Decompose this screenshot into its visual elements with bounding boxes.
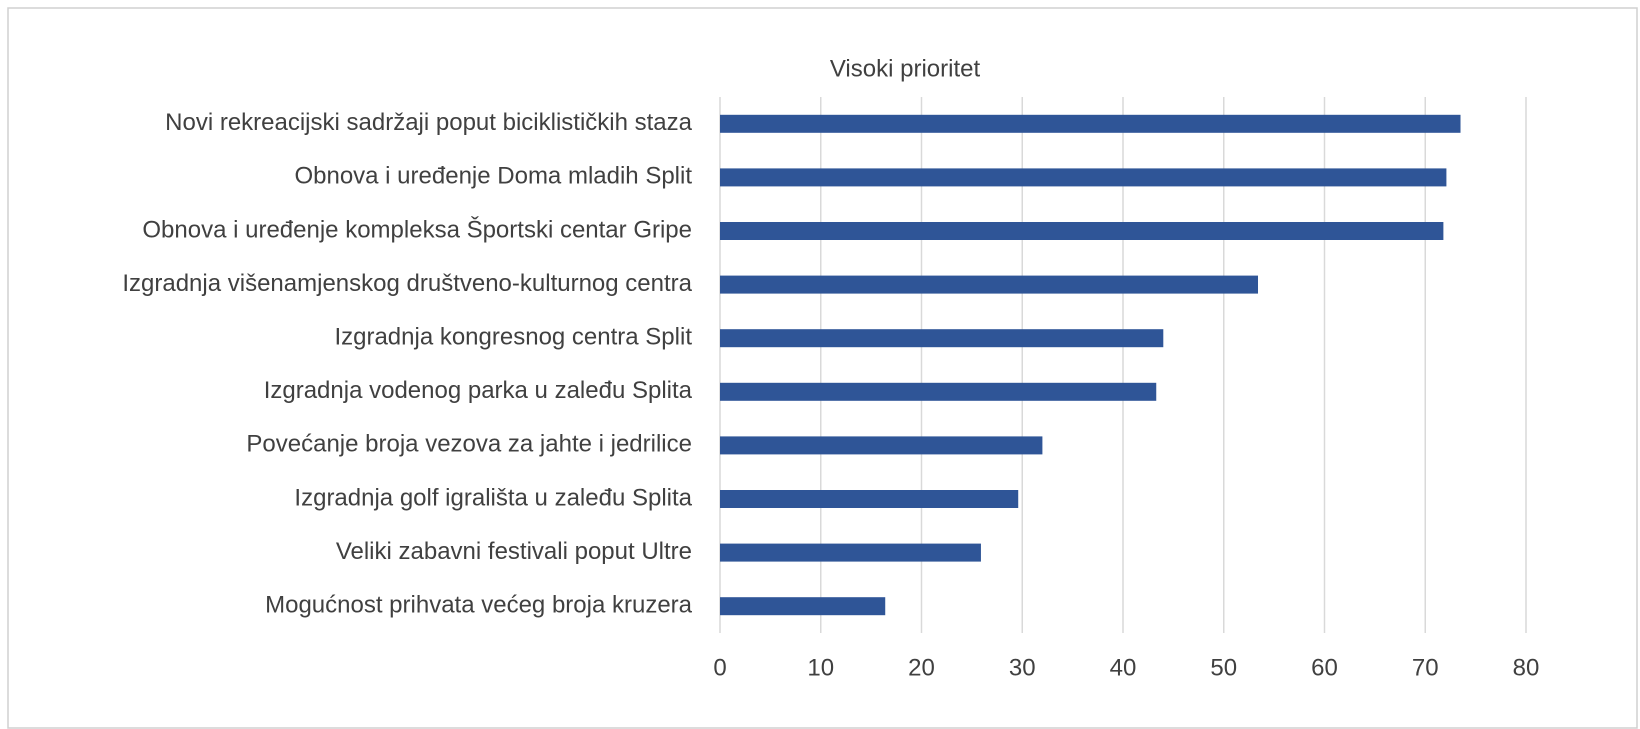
y-tick-label: Mogućnost prihvata većeg broja kruzera bbox=[265, 592, 693, 619]
x-tick-label: 60 bbox=[1311, 654, 1338, 681]
bar bbox=[720, 275, 1259, 294]
bar bbox=[720, 222, 1444, 240]
bar bbox=[720, 382, 1157, 401]
x-tick-label: 0 bbox=[713, 654, 726, 681]
x-tick-label: 20 bbox=[908, 654, 935, 681]
x-tick-label: 40 bbox=[1110, 654, 1137, 681]
bar bbox=[720, 490, 1019, 508]
y-tick-label: Izgradnja golf igrališta u zaleđu Splita bbox=[294, 484, 692, 511]
chart-title: Visoki prioritet bbox=[830, 55, 981, 82]
x-tick-label: 50 bbox=[1210, 654, 1237, 681]
bar bbox=[720, 329, 1164, 348]
y-tick-label: Veliki zabavni festivali poput Ultre bbox=[336, 538, 692, 565]
y-tick-label: Izgradnja višenamjenskog društveno-kultu… bbox=[122, 270, 692, 297]
y-tick-label: Obnova i uređenje kompleksa Športski cen… bbox=[142, 215, 692, 243]
y-tick-label: Povećanje broja vezova za jahte i jedril… bbox=[246, 431, 692, 458]
bar bbox=[720, 597, 886, 616]
x-tick-label: 70 bbox=[1412, 654, 1439, 681]
bar bbox=[720, 114, 1461, 133]
y-tick-label: Obnova i uređenje Doma mladih Split bbox=[294, 163, 692, 190]
x-tick-label: 10 bbox=[807, 654, 834, 681]
x-tick-label: 80 bbox=[1513, 654, 1540, 681]
bar bbox=[720, 168, 1447, 187]
y-tick-label: Izgradnja kongresnog centra Split bbox=[334, 324, 692, 351]
bar bbox=[720, 543, 981, 562]
bar bbox=[720, 436, 1043, 455]
y-tick-label: Novi rekreacijski sadržaji poput bicikli… bbox=[165, 109, 693, 136]
x-tick-label: 30 bbox=[1009, 654, 1036, 681]
y-tick-label: Izgradnja vodenog parka u zaleđu Splita bbox=[264, 377, 693, 404]
